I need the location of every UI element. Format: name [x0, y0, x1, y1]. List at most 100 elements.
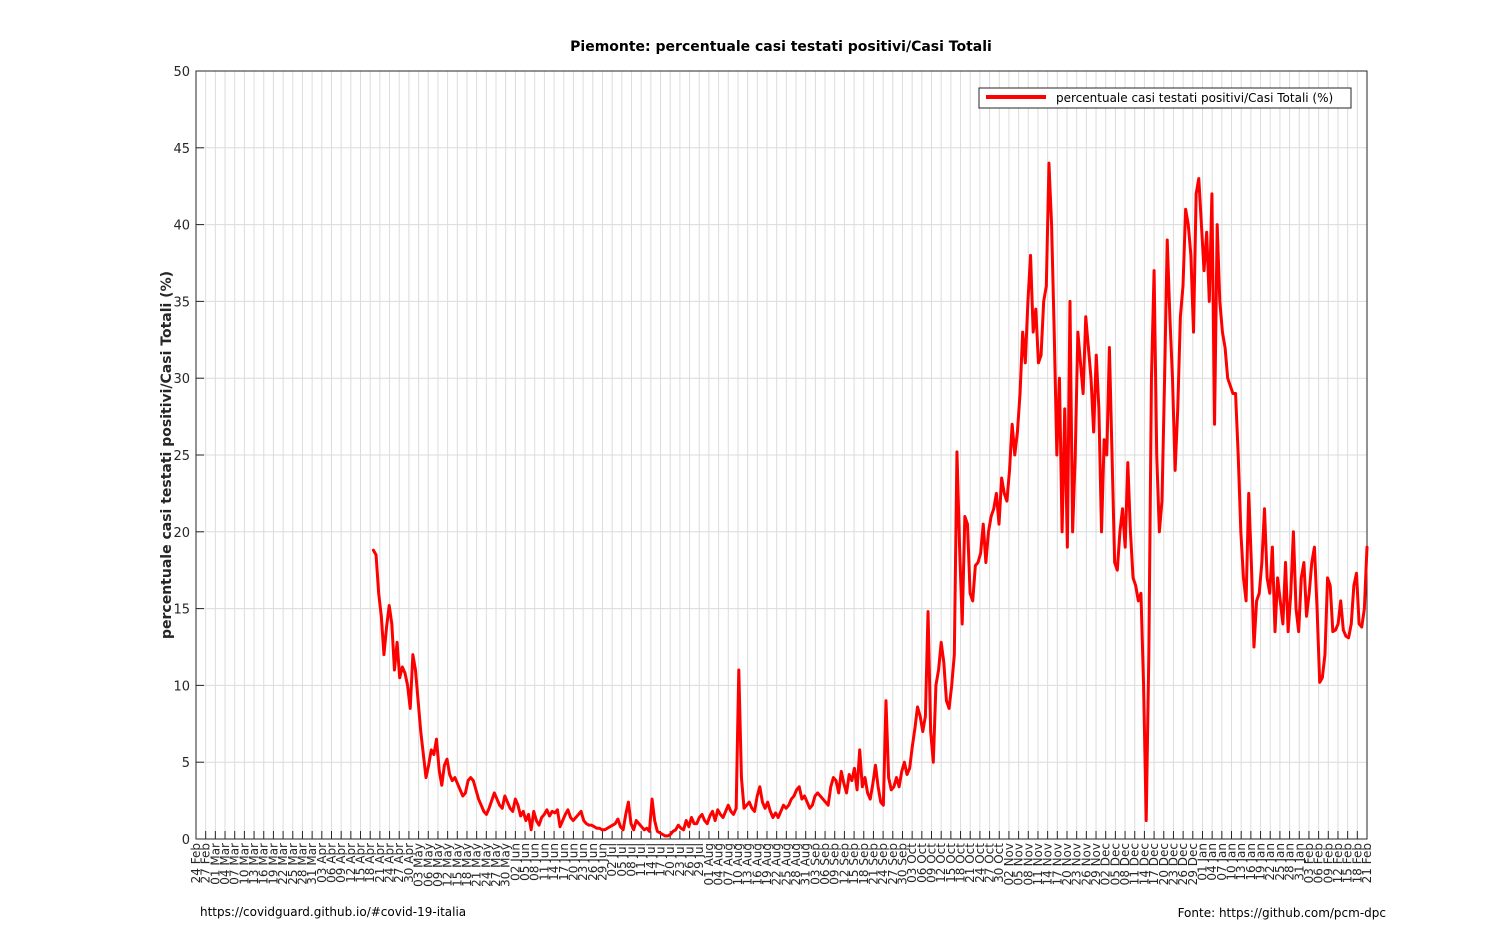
- x-tick-label: 27 May: [489, 843, 503, 887]
- x-tick-label: 13 Jan: [1234, 843, 1248, 881]
- x-tick-label: 06 Apr: [324, 843, 338, 883]
- x-tick-label: 07 Jan: [1215, 843, 1229, 881]
- x-tick-label: 24 May: [479, 843, 493, 887]
- x-tick-label: 15 Sep: [847, 843, 861, 885]
- x-tick-label: 07 Aug: [721, 843, 735, 886]
- x-tick-label: 05 Jun: [518, 843, 532, 881]
- y-tick-label: 0: [182, 833, 190, 848]
- x-tick-label: 22 Jan: [1263, 843, 1277, 881]
- y-tick-label: 35: [173, 295, 190, 310]
- x-tick-label: 06 Oct: [915, 843, 929, 883]
- x-tick-label: 14 Nov: [1041, 843, 1055, 886]
- y-axis: 0 5 10 15 20 25 30 35 40 45 50: [173, 65, 204, 848]
- legend-box: [978, 87, 1352, 109]
- x-tick-label: 03 Sep: [808, 843, 822, 885]
- x-tick-label: 12 Apr: [344, 843, 358, 883]
- x-tick-label: 08 Jul: [624, 843, 638, 877]
- x-tick-label: 31 Jan: [1292, 843, 1306, 881]
- x-tick-label: 18 Apr: [363, 843, 377, 883]
- x-tick-label: 23 Jul: [673, 843, 687, 877]
- x-tick-label: 14 Dec: [1137, 843, 1151, 885]
- x-tick-label: 23 Dec: [1166, 843, 1180, 885]
- x-tick-label: 16 Jan: [1244, 843, 1258, 881]
- x-tick-label: 10 Jan: [1225, 843, 1239, 881]
- x-tick-label: 08 Jun: [528, 843, 542, 881]
- y-tick-label: 25: [173, 449, 190, 464]
- x-tick-label: 15 Feb: [1341, 843, 1355, 883]
- x-tick-label: 11 Jul: [634, 843, 648, 877]
- y-tick-label: 50: [173, 65, 190, 80]
- x-tick-label: 30 Apr: [402, 843, 416, 883]
- x-tick-label: 05 Jul: [615, 843, 629, 877]
- x-tick-label: 28 Jan: [1283, 843, 1297, 881]
- x-tick-label: 02 Jun: [508, 843, 522, 881]
- x-tick-label: 30 May: [499, 843, 513, 887]
- x-tick-label: 28 Mar: [295, 843, 309, 885]
- x-tick-label: 21 Feb: [1360, 843, 1374, 883]
- x-tick-label: 16 Mar: [257, 843, 271, 885]
- source-link[interactable]: https://covidguard.github.io/#covid-19-i…: [200, 905, 467, 919]
- legend: percentuale casi testati positivi/Casi T…: [978, 87, 1352, 109]
- x-tick-label: 02 Nov: [1002, 843, 1016, 886]
- x-tick-label: 19 Mar: [266, 843, 280, 885]
- x-tick-label: 29 Jun: [595, 843, 609, 881]
- x-tick-label: 17 Nov: [1050, 843, 1064, 886]
- x-tick-label: 01 Jan: [1195, 843, 1209, 881]
- x-tick-label: 03 Apr: [315, 843, 329, 883]
- x-tick-label: 15 Oct: [944, 843, 958, 883]
- x-tick-label: 22 Aug: [770, 843, 784, 886]
- x-tick-label: 29 Dec: [1186, 843, 1200, 885]
- x-tick-label: 09 Oct: [925, 843, 939, 883]
- x-tick-label: 27 Apr: [392, 843, 406, 883]
- y-tick-label: 15: [173, 603, 190, 618]
- x-tick-label: 01 Mar: [208, 843, 222, 885]
- x-tick-label: 04 Aug: [712, 843, 726, 886]
- x-tick-label: 24 Apr: [383, 843, 397, 883]
- x-tick-label: 03 Oct: [905, 843, 919, 883]
- x-tick-label: 14 Jun: [547, 843, 561, 881]
- x-tick-label: 15 May: [450, 843, 464, 887]
- chart-title: Piemonte: percentuale casi testati posit…: [570, 39, 992, 55]
- y-tick-label: 30: [173, 372, 190, 387]
- x-tick-label: 05 Nov: [1012, 843, 1026, 886]
- y-tick-label: 40: [173, 219, 190, 234]
- x-tick-label: 03 May: [412, 843, 426, 887]
- x-tick-label: 28 Aug: [789, 843, 803, 886]
- x-tick-label: 20 Jul: [663, 843, 677, 877]
- x-tick-label: 26 Jun: [586, 843, 600, 881]
- x-tick-label: 26 Dec: [1176, 843, 1190, 885]
- x-tick-label: 24 Oct: [973, 843, 987, 883]
- x-tick-label: 12 May: [441, 843, 455, 887]
- x-tick-label: 10 Mar: [237, 843, 251, 885]
- x-tick-label: 13 Mar: [247, 843, 261, 885]
- x-tick-label: 05 Dec: [1108, 843, 1122, 885]
- x-tick-label: 02 Dec: [1099, 843, 1113, 885]
- grid: [195, 70, 1368, 840]
- x-tick-label: 18 Feb: [1350, 843, 1364, 883]
- x-tick-label: 21 Sep: [866, 843, 880, 885]
- x-tick-label: 06 May: [421, 843, 435, 887]
- x-tick-label: 21 May: [470, 843, 484, 887]
- x-tick-label: 25 Mar: [286, 843, 300, 885]
- x-tick-label: 12 Feb: [1331, 843, 1345, 883]
- x-tick-label: 24 Sep: [876, 843, 890, 885]
- x-tick-label: 27 Oct: [983, 843, 997, 883]
- x-tick-label: 26 Nov: [1079, 843, 1093, 886]
- series-line: [371, 161, 1369, 838]
- x-tick-label: 18 Oct: [954, 843, 968, 883]
- x-tick-label: 15 Apr: [354, 843, 368, 883]
- x-tick-label: 21 Apr: [373, 843, 387, 883]
- y-axis-label: percentuale casi testati positivi/Casi T…: [159, 271, 175, 639]
- x-tick-label: 31 Aug: [799, 843, 813, 886]
- x-tick-label: 16 Aug: [750, 843, 764, 886]
- x-tick-label: 27 Feb: [199, 843, 213, 883]
- x-tick-label: 01 Aug: [702, 843, 716, 886]
- x-tick-label: 08 Nov: [1021, 843, 1035, 886]
- x-tick-label: 18 May: [460, 843, 474, 887]
- x-tick-label: 07 Mar: [228, 843, 242, 885]
- x-tick-label: 19 Jan: [1254, 843, 1268, 881]
- x-tick-label: 23 Jun: [576, 843, 590, 881]
- x-tick-label: 17 Dec: [1147, 843, 1161, 885]
- x-tick-label: 21 Oct: [963, 843, 977, 883]
